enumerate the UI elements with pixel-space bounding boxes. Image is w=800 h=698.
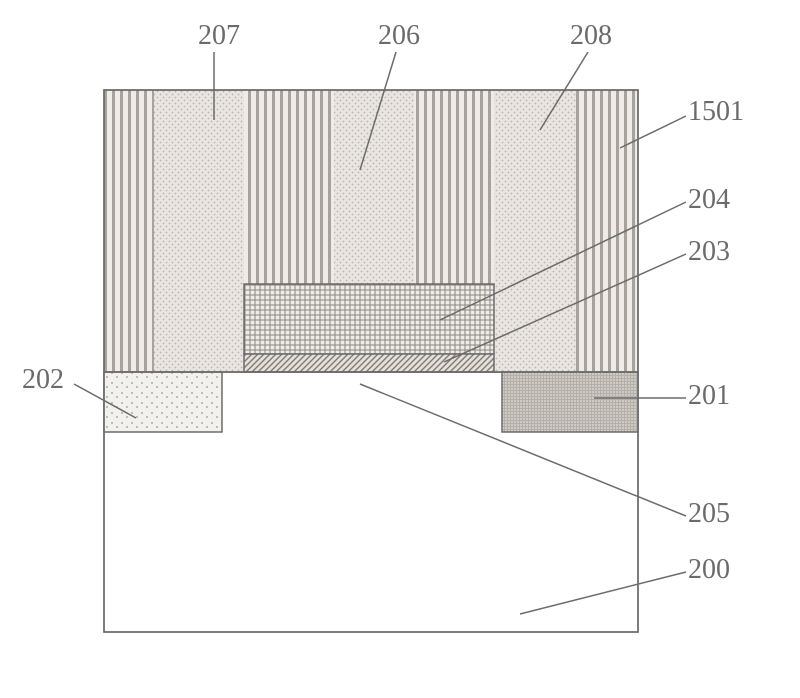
- label-204: 204: [688, 184, 730, 215]
- region-208: [494, 90, 576, 372]
- label-201: 201: [688, 380, 730, 411]
- region-202: [104, 372, 222, 432]
- stripe-col-0: [104, 90, 154, 372]
- cross-section-diagram: 207 206 208 1501 204 203 202 201 205 200: [0, 0, 800, 698]
- label-203: 203: [688, 236, 730, 267]
- label-200: 200: [688, 554, 730, 585]
- label-205: 205: [688, 498, 730, 529]
- label-207: 207: [198, 20, 240, 51]
- region-204: [244, 284, 494, 354]
- label-202: 202: [22, 364, 64, 395]
- label-208: 208: [570, 20, 612, 51]
- label-1501: 1501: [688, 96, 744, 127]
- stripe-col-3: [576, 90, 638, 372]
- region-207: [154, 90, 244, 372]
- label-206: 206: [378, 20, 420, 51]
- region-201: [502, 372, 638, 432]
